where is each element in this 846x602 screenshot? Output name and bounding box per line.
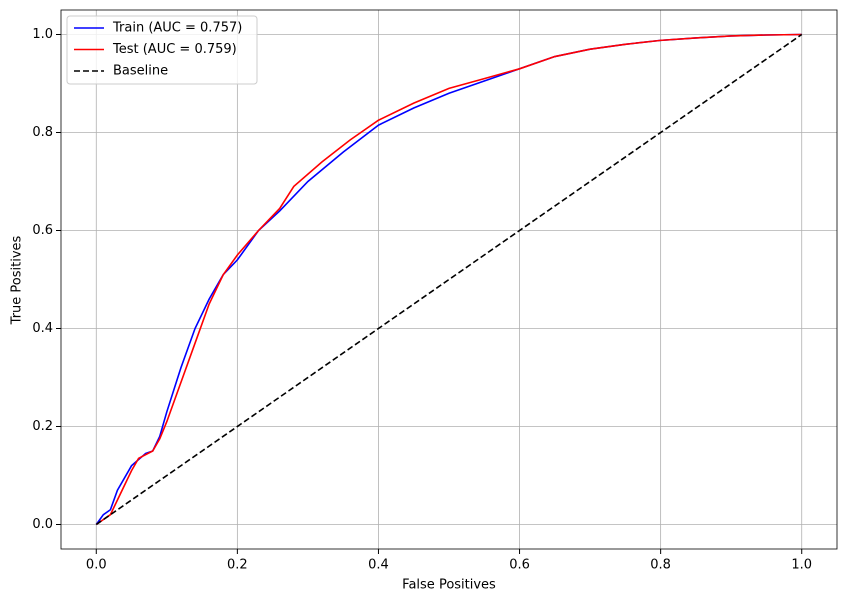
plot-frame: [60, 9, 838, 550]
y-tick-label: 0.2: [32, 419, 53, 434]
line-series: [95, 33, 803, 526]
legend-label: Baseline: [113, 64, 168, 79]
line-series: [95, 33, 802, 526]
x-tick-label: 0.8: [650, 558, 671, 573]
legend-label: Train (AUC = 0.757): [112, 21, 242, 36]
y-axis-label: True Positives: [10, 235, 25, 325]
legend-box: [66, 15, 258, 85]
y-tick-label: 0.6: [32, 223, 53, 238]
x-tick-label: 0.6: [509, 558, 530, 573]
x-tick-label: 0.2: [227, 558, 248, 573]
y-tick-label: 1.0: [32, 27, 53, 42]
x-tick-label: 1.0: [791, 558, 812, 573]
legend: Train (AUC = 0.757) Test (AUC = 0.759) Bas…: [66, 15, 258, 85]
x-tick-label: 0.4: [368, 558, 389, 573]
x-axis-label: False Positives: [402, 578, 496, 593]
y-tick-label: 0.8: [32, 125, 53, 140]
x-tick-label: 0.0: [86, 558, 107, 573]
y-tick-label: 0.4: [32, 321, 53, 336]
legend-label: Test (AUC = 0.759): [112, 42, 237, 57]
y-tick-label: 0.0: [32, 517, 53, 532]
